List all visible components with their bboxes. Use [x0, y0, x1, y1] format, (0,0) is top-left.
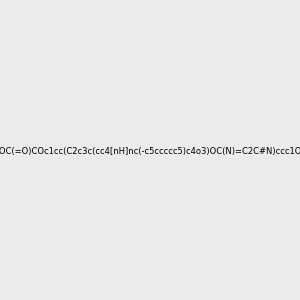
Text: COC(=O)COc1cc(C2c3c(cc4[nH]nc(-c5ccccc5)c4o3)OC(N)=C2C#N)ccc1OCC: COC(=O)COc1cc(C2c3c(cc4[nH]nc(-c5ccccc5)…: [0, 147, 300, 156]
